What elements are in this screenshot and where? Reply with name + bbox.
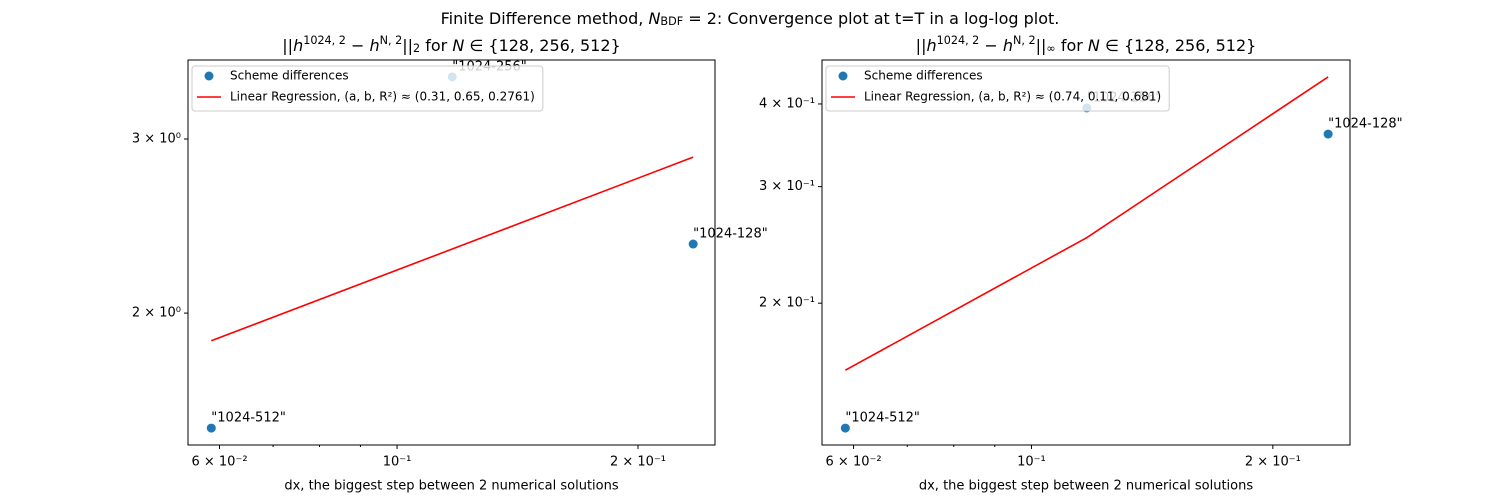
regression-line: [844, 76, 1329, 371]
data-point: [840, 423, 850, 433]
point-label: "1024-512": [845, 411, 920, 426]
figure-title-part: = 2: Convergence plot at t=T in a log-lo…: [683, 9, 1059, 28]
subplot-title-part: for: [420, 36, 452, 55]
point-label: "1024-512": [211, 411, 286, 426]
subplot-title-part: ||: [282, 36, 293, 55]
subplot-title-part: h: [926, 36, 936, 55]
y-tick-label: 3 × 10⁰: [132, 131, 181, 146]
subplot-title-part: h: [293, 36, 303, 55]
x-tick-label: 2 × 10⁻¹: [1245, 455, 1301, 470]
legend-label: Linear Regression, (a, b, R²) ≈ (0.74, 0…: [864, 90, 1161, 104]
legend-marker: [838, 71, 848, 81]
subplot-title-part: N, 2: [1013, 34, 1036, 47]
figure-title-part: BDF: [660, 15, 683, 28]
x-axis-label: dx, the biggest step between 2 numerical…: [919, 479, 1253, 494]
legend-marker: [204, 71, 214, 81]
subplot-title-part: 2: [413, 42, 420, 55]
subplot-title-part: ||: [402, 36, 413, 55]
axes-frame: [187, 59, 716, 446]
x-tick-label: 2 × 10⁻¹: [610, 455, 666, 470]
subplot-title-part: ∞: [1046, 42, 1055, 55]
figure-title-part: N: [648, 9, 660, 28]
legend-label: Scheme differences: [230, 69, 349, 83]
data-point: [688, 239, 698, 249]
point-label: "1024-128": [1328, 117, 1403, 132]
data-point: [1323, 129, 1333, 139]
subplot-title-part: ∈ {128, 256, 512}: [1100, 36, 1256, 55]
subplot-title-part: N, 2: [380, 34, 403, 47]
y-tick-label: 2 × 10⁰: [132, 306, 181, 321]
y-tick-label: 4 × 10⁻¹: [759, 96, 815, 111]
subplot-title-part: N: [1088, 36, 1100, 55]
legend-label: Scheme differences: [864, 69, 983, 83]
subplot-title-part: N: [452, 36, 464, 55]
subplot-title-part: ||: [916, 36, 927, 55]
subplot-title-part: ∈ {128, 256, 512}: [464, 36, 620, 55]
subplot-title-part: h: [1003, 36, 1013, 55]
subplot-title-part: for: [1056, 36, 1088, 55]
legend-label: Linear Regression, (a, b, R²) ≈ (0.31, 0…: [230, 90, 535, 104]
y-tick-label: 3 × 10⁻¹: [759, 179, 815, 194]
x-tick-label: 6 × 10⁻²: [191, 455, 247, 470]
subplot-title-part: 1024, 2: [303, 34, 346, 47]
x-tick-label: 6 × 10⁻²: [826, 455, 882, 470]
x-tick-label: 10⁻¹: [383, 455, 412, 470]
axes-frame: [821, 59, 1351, 446]
point-label: "1024-128": [693, 227, 768, 242]
legend: Scheme differences Linear Regression, (a,…: [825, 65, 1170, 112]
subplot-title-part: −: [346, 36, 370, 55]
subplot-title: ||h1024, 2 − hN, 2||2 for N ∈ {128, 256,…: [282, 34, 620, 55]
regression-line: [211, 156, 694, 342]
figure-title: Finite Difference method, NBDF = 2: Conv…: [441, 9, 1060, 29]
subplot-title-part: ||: [1036, 36, 1047, 55]
legend-box: [825, 65, 1170, 112]
x-axis-label: dx, the biggest step between 2 numerical…: [284, 479, 618, 494]
subplot-title-part: 1024, 2: [937, 34, 980, 47]
subplot-title-part: −: [979, 36, 1003, 55]
subplot-title-part: h: [369, 36, 379, 55]
legend-box: [191, 65, 544, 112]
data-point: [206, 423, 216, 433]
x-tick-label: 10⁻¹: [1017, 455, 1046, 470]
subplot-title: ||h1024, 2 − hN, 2||∞ for N ∈ {128, 256,…: [916, 34, 1257, 55]
figure-title-part: Finite Difference method,: [441, 9, 649, 28]
legend: Scheme differences Linear Regression, (a,…: [191, 65, 544, 112]
y-tick-label: 2 × 10⁻¹: [759, 296, 815, 311]
